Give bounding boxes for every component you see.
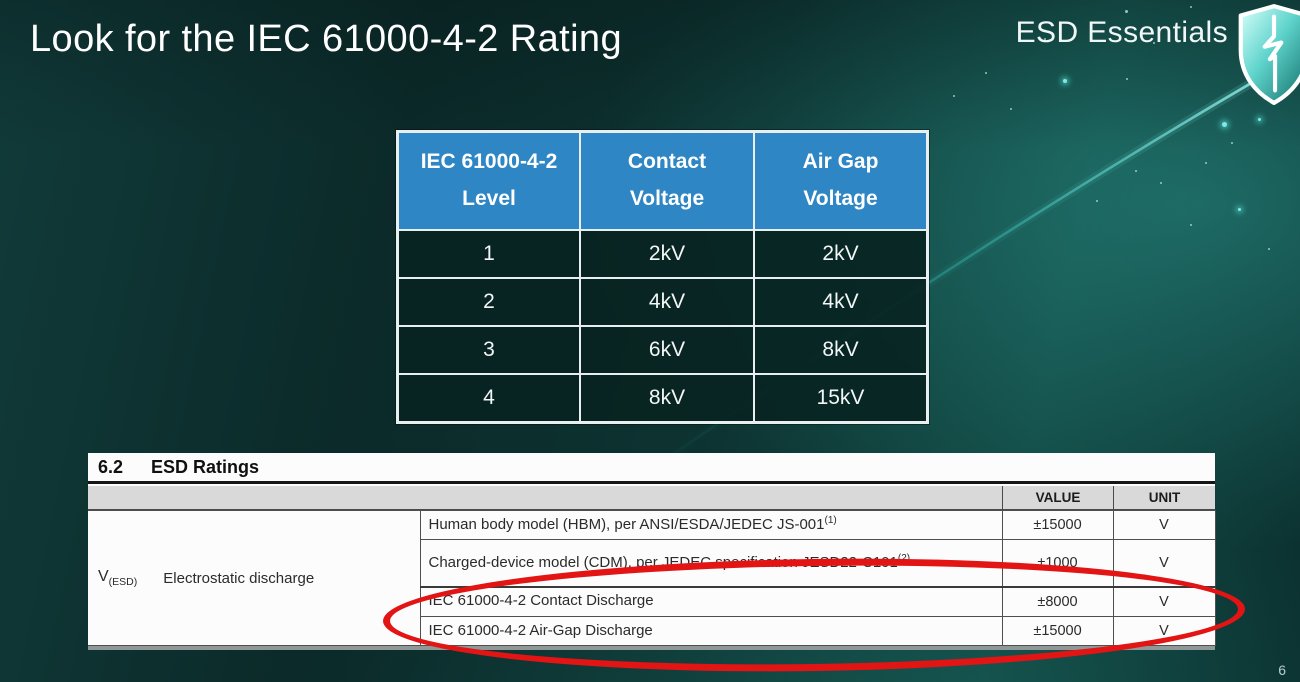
star-dot: [1268, 248, 1270, 250]
star-dot: [1063, 79, 1067, 83]
star-dot: [1190, 224, 1192, 226]
spec-value: ±15000: [1001, 510, 1114, 540]
contact-voltage-cell: 4kV: [579, 277, 755, 327]
star-dot: [953, 95, 955, 97]
datasheet-panel: 6.2 ESD Ratings VALUE UNIT V(ESD) Electr…: [88, 453, 1216, 650]
spec-value: ±8000: [1001, 585, 1114, 617]
star-dot: [1160, 182, 1162, 184]
spec-description: Human body model (HBM), per ANSI/ESDA/JE…: [419, 510, 1003, 540]
level-table: IEC 61000-4-2 Level Contact Voltage Air …: [396, 130, 929, 424]
table-row: 3 6kV 8kV: [396, 325, 929, 375]
star-dot: [1125, 10, 1128, 13]
airgap-voltage-cell: 2kV: [753, 229, 929, 279]
section-number: 6.2: [98, 457, 124, 477]
datasheet-column-headers: VALUE UNIT: [88, 484, 1215, 510]
level-cell: 2: [396, 277, 581, 327]
header-line: Voltage: [629, 187, 705, 210]
star-dot: [985, 72, 987, 74]
star-dot: [1258, 118, 1261, 121]
page-title: Look for the IEC 61000-4-2 Rating: [30, 18, 622, 60]
spec-unit: V: [1112, 616, 1216, 646]
spec-description: Charged-device model (CDM), per JEDEC sp…: [419, 539, 1003, 587]
page-number: 6: [1278, 662, 1286, 678]
star-dot: [1231, 142, 1233, 144]
star-dot: [1135, 170, 1137, 172]
level-cell: 4: [396, 373, 581, 424]
brand-title: ESD Essentials: [1015, 16, 1228, 49]
spec-row: Charged-device model (CDM), per JEDEC sp…: [88, 539, 1216, 587]
symbol-label: V(ESD): [98, 567, 138, 589]
star-dot: [1190, 6, 1192, 8]
header-line: Air Gap: [802, 150, 879, 174]
value-column-header: VALUE: [1002, 486, 1113, 509]
parameter-label: Electrostatic discharge: [163, 569, 315, 587]
spec-description: IEC 61000-4-2 Air-Gap Discharge: [419, 616, 1003, 646]
spec-row: V(ESD) Electrostatic discharge Human bod…: [88, 510, 1216, 646]
header-line: Level: [462, 187, 516, 210]
star-dot: [1010, 108, 1012, 110]
header-line: IEC 61000-4-2: [420, 150, 558, 174]
star-dot: [1126, 78, 1128, 80]
header-spacer: [88, 486, 1002, 509]
level-cell: 3: [396, 325, 581, 375]
star-dot: [1205, 162, 1207, 164]
level-table-header-cell: Air Gap Voltage: [753, 130, 929, 231]
level-table-header-cell: Contact Voltage: [579, 130, 755, 231]
shield-pulse-icon: [1238, 4, 1300, 105]
star-dot: [1096, 200, 1098, 202]
spec-row: IEC 61000-4-2 Air-Gap Discharge ±15000 V: [88, 616, 1216, 646]
spec-unit: V: [1112, 510, 1216, 540]
star-dot: [1153, 42, 1155, 44]
spec-value: ±1000: [1001, 539, 1114, 587]
star-dot: [1222, 122, 1227, 127]
star-dot: [1238, 208, 1241, 211]
spec-row: IEC 61000-4-2 Contact Discharge ±8000 V: [88, 585, 1216, 617]
spec-unit: V: [1112, 585, 1216, 617]
section-name: ESD Ratings: [151, 457, 260, 477]
airgap-voltage-cell: 8kV: [753, 325, 929, 375]
level-cell: 1: [396, 229, 581, 279]
spec-unit: V: [1112, 539, 1216, 587]
table-row: 4 8kV 15kV: [396, 373, 929, 424]
airgap-voltage-cell: 15kV: [753, 373, 929, 424]
spec-value: ±15000: [1001, 616, 1114, 646]
symbol-cell: V(ESD) Electrostatic discharge: [88, 510, 421, 646]
header-line: Contact: [627, 150, 707, 174]
contact-voltage-cell: 6kV: [579, 325, 755, 375]
section-title: 6.2 ESD Ratings: [88, 453, 1215, 484]
contact-voltage-cell: 8kV: [579, 373, 755, 424]
contact-voltage-cell: 2kV: [579, 229, 755, 279]
level-table-header-cell: IEC 61000-4-2 Level: [396, 130, 581, 231]
airgap-voltage-cell: 4kV: [753, 277, 929, 327]
header-line: Voltage: [803, 187, 878, 210]
esd-ratings-table: V(ESD) Electrostatic discharge Human bod…: [88, 510, 1216, 646]
table-row: 1 2kV 2kV: [396, 229, 929, 279]
star-dot: [1044, 38, 1046, 40]
table-row: 2 4kV 4kV: [396, 277, 929, 327]
unit-column-header: UNIT: [1113, 486, 1215, 509]
